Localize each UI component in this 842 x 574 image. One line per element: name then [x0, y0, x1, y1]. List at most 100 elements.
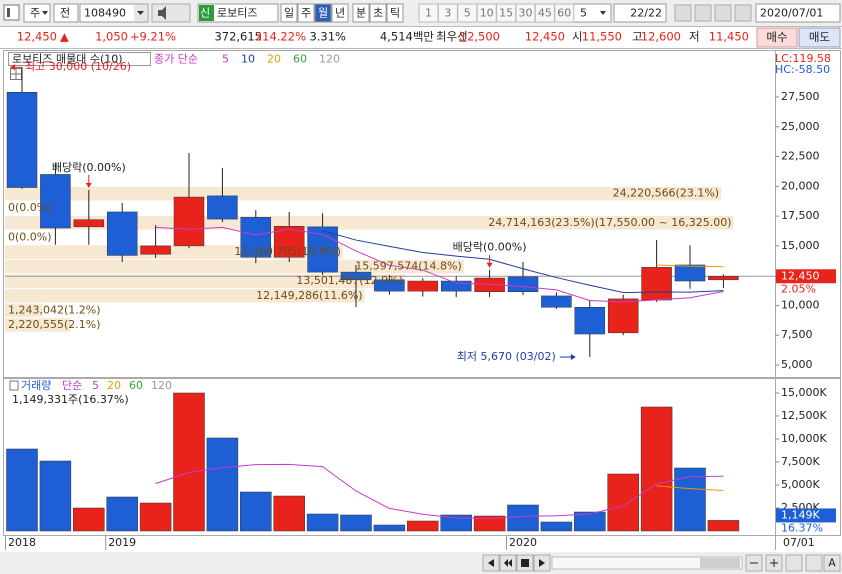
y-tick-label: 20,000 — [781, 179, 820, 192]
period-button[interactable] — [314, 3, 332, 23]
candle-body — [6, 92, 38, 188]
volume-bar — [139, 502, 172, 532]
period-button[interactable] — [280, 3, 298, 23]
profile-bar — [5, 303, 43, 318]
interval-label: 15 — [499, 7, 513, 20]
count-box — [613, 3, 667, 23]
scroll-track[interactable] — [551, 556, 743, 570]
period-button[interactable] — [369, 3, 387, 23]
legend-box — [8, 52, 151, 66]
buy-button[interactable] — [756, 27, 798, 48]
date-box[interactable] — [755, 3, 841, 23]
profile-label: 15,597,574(14.8%) — [355, 260, 462, 273]
volume: 372,615 — [214, 30, 262, 44]
profile-label: 24,714,163(23.5%)(17,550.00 ~ 16,325.00) — [488, 216, 731, 229]
candle-body — [641, 267, 672, 301]
ask: 12,500 — [460, 30, 500, 44]
y-tick-label: 12,500K — [781, 409, 827, 422]
arrow-head — [486, 262, 493, 268]
interval-select[interactable] — [572, 3, 612, 23]
sell-button[interactable] — [798, 27, 841, 48]
badge-text: 신 — [200, 7, 210, 20]
interval-label: 10 — [480, 7, 494, 20]
dropdown-arrow — [137, 11, 144, 15]
interval-label: 45 — [538, 7, 552, 20]
y-tick-label: 7,500 — [781, 328, 813, 341]
period-button[interactable] — [352, 3, 370, 23]
volume-bar — [39, 460, 72, 532]
sound-button[interactable] — [151, 3, 191, 23]
last-volume: 1,149K — [781, 508, 820, 521]
price-title: 로보티즈 매물대 수(10) — [12, 53, 123, 66]
profile-label: 24,220,566(23.1%) — [613, 187, 720, 200]
date: 2020/07/01 — [760, 7, 823, 20]
dividend-label: 배당락(0.00%) — [453, 241, 527, 254]
dividend-label: 배당락(0.00%) — [52, 161, 126, 174]
profile-label: 12,149,286(11.6%) — [256, 289, 363, 302]
interval-label: 1 — [425, 7, 432, 20]
period-button[interactable] — [331, 3, 349, 23]
profile-label: 0(0.0%) — [8, 201, 52, 214]
last-change: 2.05% — [781, 282, 816, 295]
scroll-thumb[interactable] — [700, 558, 740, 568]
profile-label: 2,220,555(2.1%) — [8, 318, 101, 331]
y-tick-label: 25,000 — [781, 120, 820, 133]
volume-bar — [640, 406, 673, 532]
ma-line — [656, 485, 724, 492]
last-volume-box — [776, 508, 836, 523]
tool-button[interactable] — [785, 554, 803, 572]
font-button[interactable] — [823, 554, 841, 572]
y-tick-label: 10,000K — [781, 432, 827, 445]
period-type-box[interactable] — [53, 3, 79, 23]
tool-icon[interactable] — [674, 4, 692, 22]
volume-bar — [206, 437, 239, 532]
tool-button[interactable] — [805, 554, 823, 572]
volume-bar — [607, 473, 639, 532]
candle-body — [73, 219, 105, 228]
period-button[interactable] — [386, 3, 404, 23]
candle-body — [708, 276, 739, 281]
change-sign: ▲ — [60, 30, 69, 44]
code-type-box[interactable] — [23, 3, 51, 23]
volume-bar — [240, 491, 272, 532]
candle-body — [106, 211, 138, 256]
bid: 12,450 — [525, 30, 565, 44]
y-tick-label: 17,500 — [781, 209, 820, 222]
code-input[interactable] — [79, 3, 149, 23]
y-tick-label: 10,000 — [781, 298, 820, 311]
candle-body — [607, 298, 639, 334]
amount: 4,514백만 — [380, 30, 435, 44]
volume-icon[interactable] — [9, 380, 19, 391]
low-note: 최저 5,670 (03/02) — [457, 350, 556, 363]
arrow-head — [10, 64, 15, 71]
period-button[interactable] — [297, 3, 315, 23]
ma-line — [322, 230, 724, 294]
icon-part — [539, 559, 545, 567]
interval-label: 30 — [519, 7, 533, 20]
volume-bar — [73, 507, 105, 532]
tool-icon[interactable] — [734, 4, 752, 22]
y-tick-label: 15,000K — [781, 386, 827, 399]
high-note: 최고 30,000 (10/26) — [25, 60, 131, 73]
icon-part — [521, 559, 529, 567]
profile-label: 13,501,487(12.9%) — [296, 274, 403, 287]
y-tick-label: 27,500 — [781, 90, 820, 103]
change: 1,050 — [95, 30, 128, 44]
volume-bar — [440, 514, 472, 532]
name-box[interactable] — [197, 3, 279, 23]
arrow-head — [85, 182, 92, 188]
sell-label: 매도 — [809, 30, 830, 44]
layer: 일주월년분초틱13510153045605,0007,50010,00012,5… — [5, 3, 836, 550]
tool-icon[interactable] — [694, 4, 712, 22]
period-label: 일 — [284, 6, 294, 20]
interval-button[interactable] — [554, 3, 575, 23]
open-label: 시 — [572, 30, 583, 44]
high-label: 고 — [632, 30, 643, 44]
save-icon[interactable] — [714, 4, 732, 22]
menu-icon[interactable] — [3, 4, 20, 21]
candle-body — [507, 276, 539, 292]
period-label: 분 — [356, 7, 366, 20]
buy-label: 매수 — [766, 30, 787, 44]
interval-value: 5 — [580, 7, 587, 20]
period-label: 초 — [373, 7, 383, 20]
